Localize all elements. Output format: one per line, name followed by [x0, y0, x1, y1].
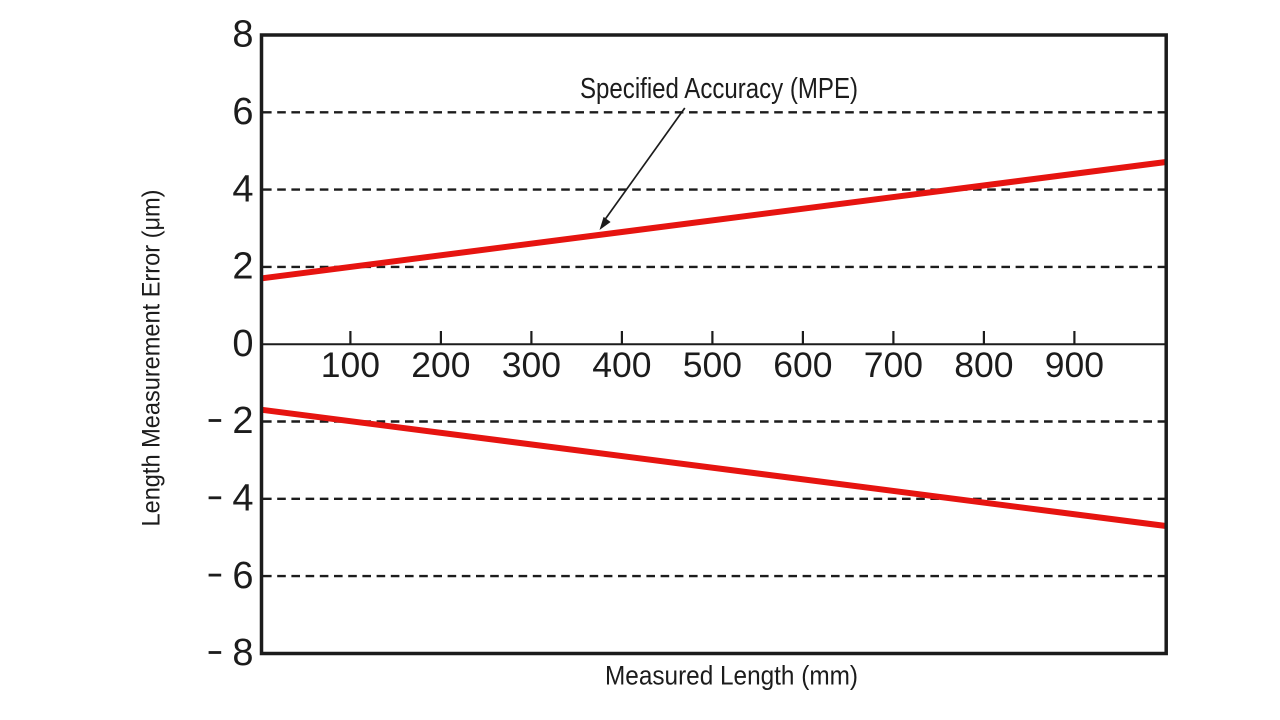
svg-text:6: 6: [232, 91, 253, 133]
svg-text:Length Measurement Error (μm): Length Measurement Error (μm): [138, 190, 166, 527]
svg-text:6: 6: [232, 555, 253, 597]
svg-text:4: 4: [232, 168, 253, 210]
svg-text:400: 400: [592, 345, 651, 385]
svg-text:100: 100: [321, 345, 380, 385]
svg-text:2: 2: [232, 246, 253, 288]
svg-text:8: 8: [232, 14, 253, 56]
svg-text:2: 2: [232, 400, 253, 442]
svg-text:0: 0: [232, 323, 253, 365]
svg-text:900: 900: [1045, 345, 1104, 385]
svg-text:500: 500: [683, 345, 742, 385]
svg-text:8: 8: [232, 632, 253, 674]
svg-text:600: 600: [773, 345, 832, 385]
svg-text:Measured Length (mm): Measured Length (mm): [605, 661, 858, 691]
svg-text:300: 300: [502, 345, 561, 385]
svg-text:4: 4: [232, 478, 253, 520]
svg-text:700: 700: [864, 345, 923, 385]
svg-text:Specified Accuracy (MPE): Specified Accuracy (MPE): [580, 73, 858, 105]
svg-text:800: 800: [954, 345, 1013, 385]
svg-text:200: 200: [411, 345, 470, 385]
